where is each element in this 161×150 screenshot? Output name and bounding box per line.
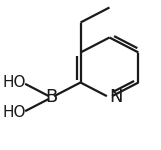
Text: HO: HO [3, 75, 26, 90]
Text: B: B [45, 88, 58, 106]
Text: HO: HO [3, 105, 26, 120]
Text: N: N [109, 88, 123, 106]
